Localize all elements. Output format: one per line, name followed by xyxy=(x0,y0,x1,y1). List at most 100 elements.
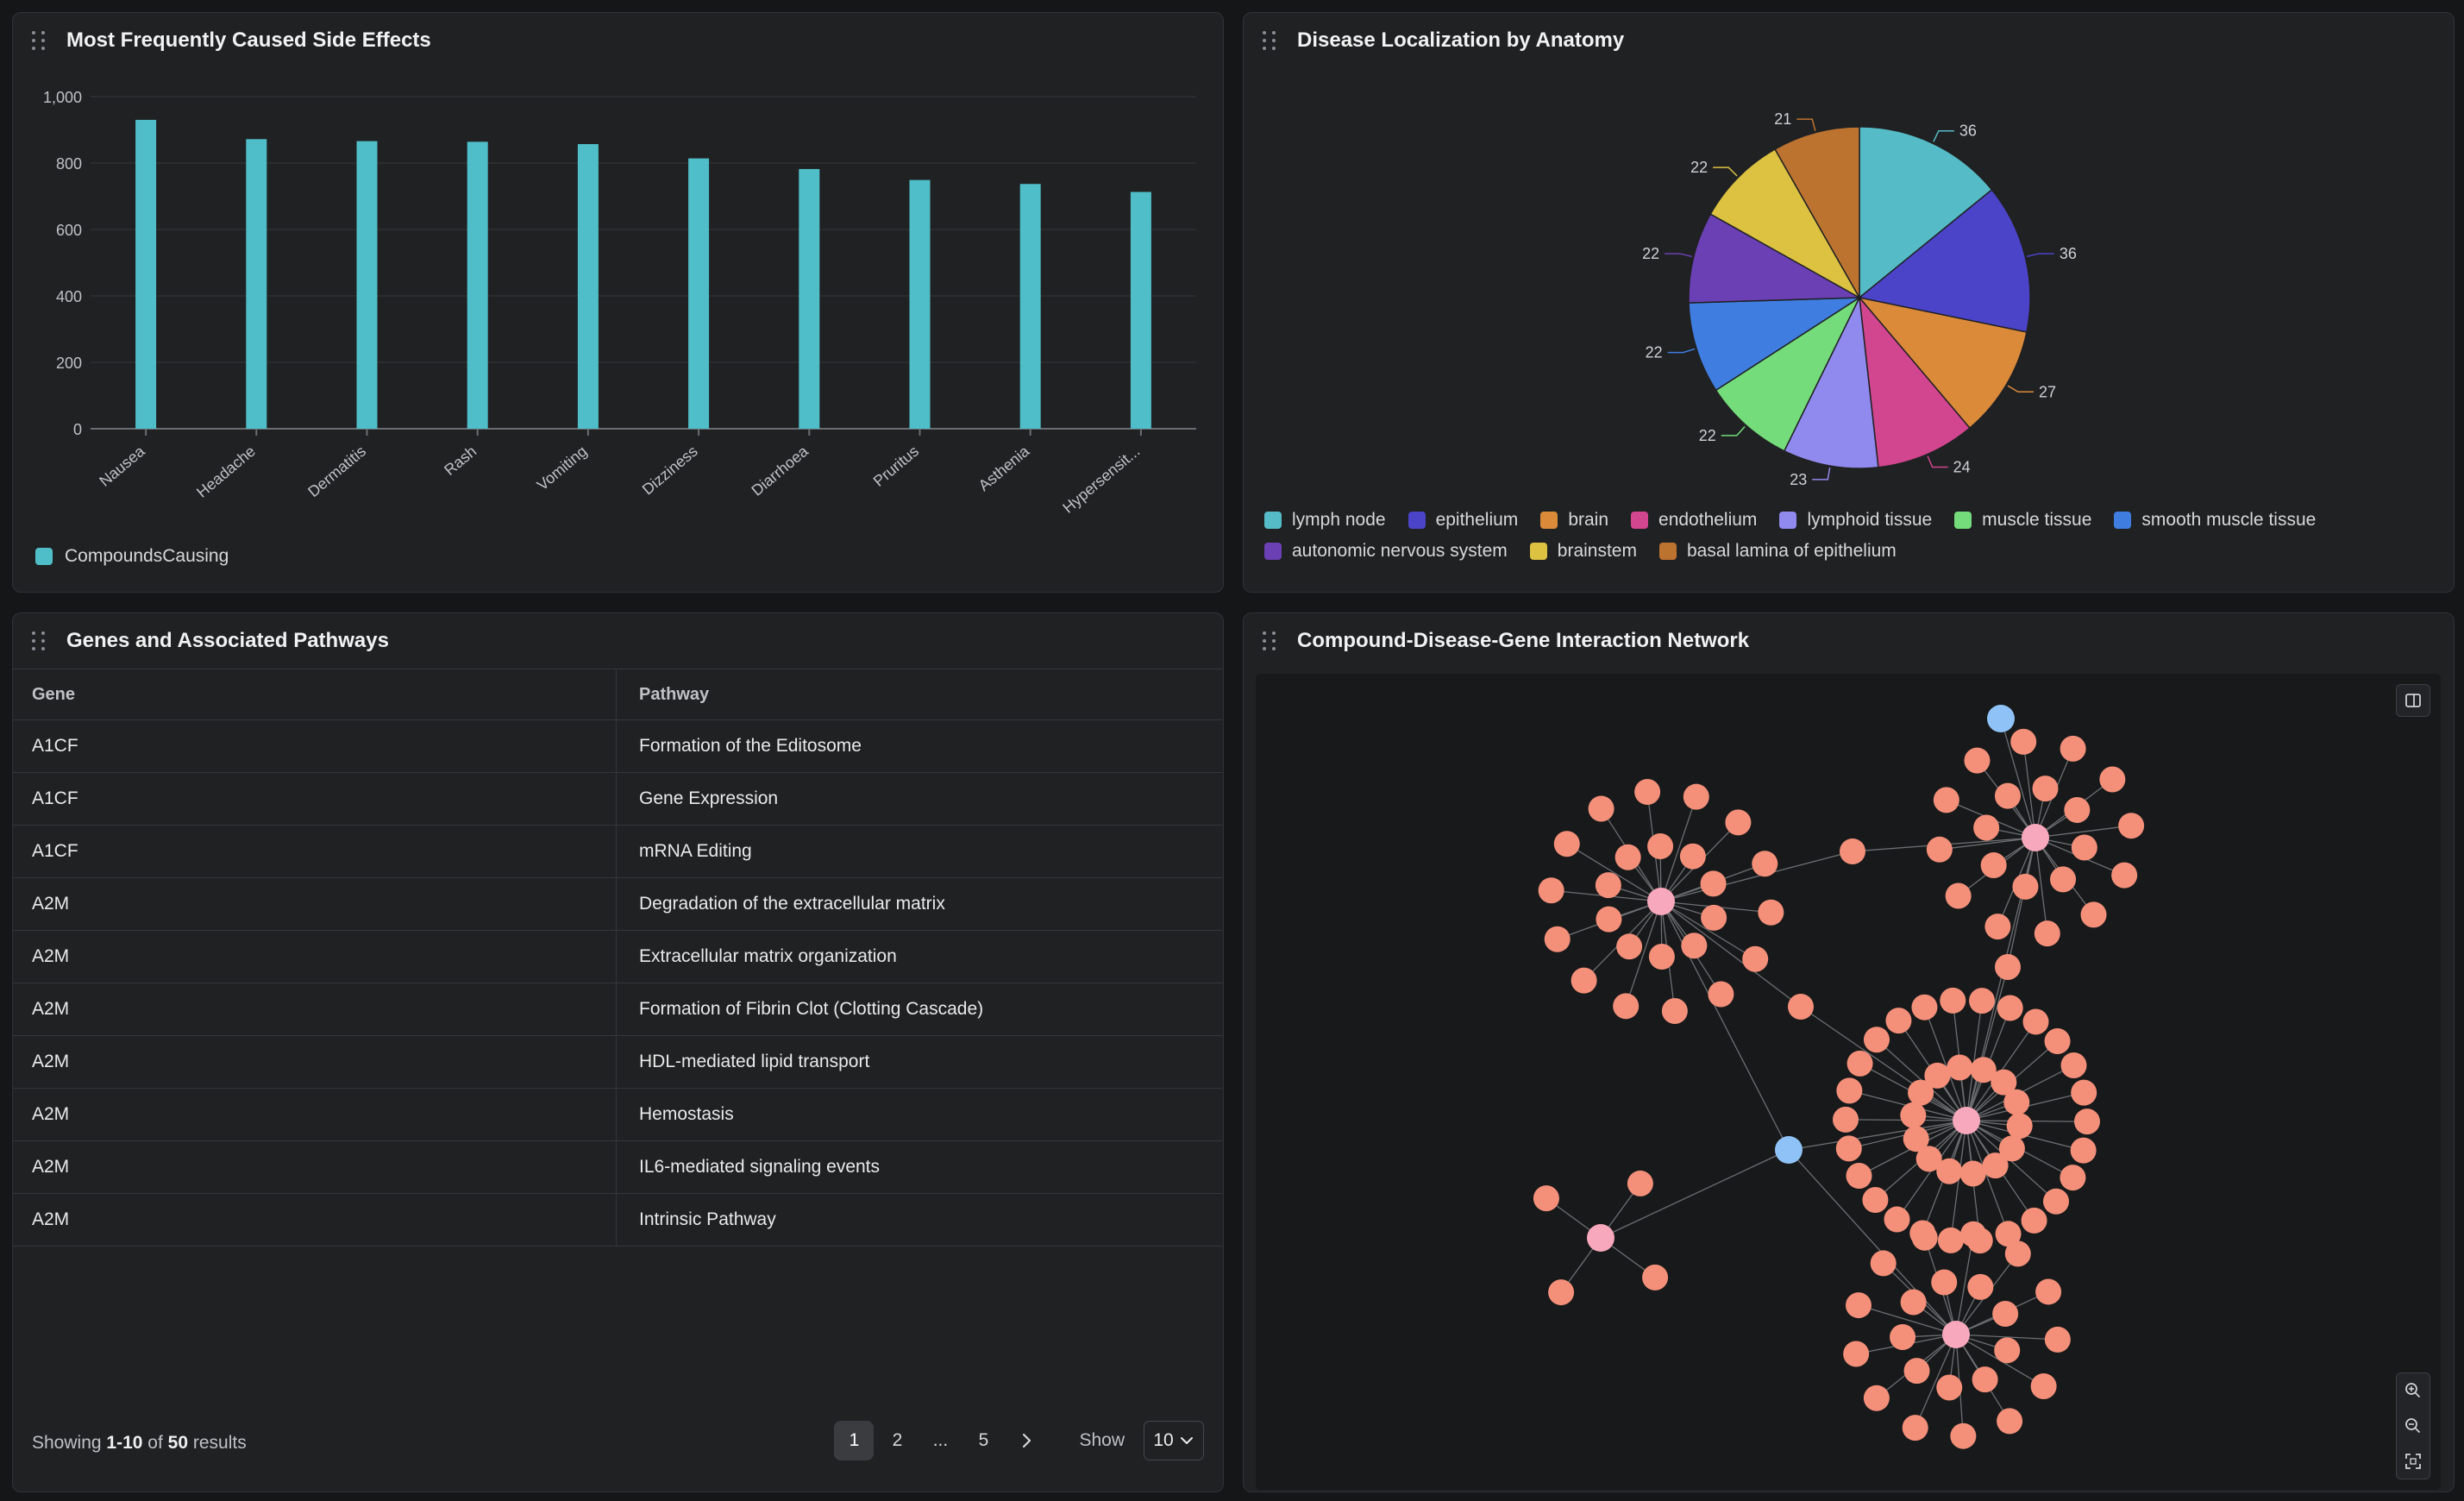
gene-node[interactable] xyxy=(2006,1113,2033,1140)
gene-node[interactable] xyxy=(1681,933,1708,959)
bar[interactable] xyxy=(356,141,378,429)
gene-node[interactable] xyxy=(1911,1224,1938,1251)
pie-slice[interactable] xyxy=(1858,295,1971,468)
gene-node[interactable] xyxy=(1995,1221,2022,1247)
gene-node[interactable] xyxy=(1634,778,1661,805)
gene-node[interactable] xyxy=(1846,1050,1873,1077)
gene-node[interactable] xyxy=(1571,967,1597,994)
gene-node[interactable] xyxy=(1544,926,1571,952)
network-canvas[interactable] xyxy=(1256,674,2441,1490)
gene-node[interactable] xyxy=(1900,1102,1927,1128)
table-row[interactable]: A2M Degradation of the extracellular matr… xyxy=(13,878,1222,931)
gene-node[interactable] xyxy=(1863,1027,1890,1053)
gene-node[interactable] xyxy=(1994,1337,2021,1364)
gene-node[interactable] xyxy=(1933,787,1959,813)
pie-legend-item[interactable]: autonomic nervous system xyxy=(1264,541,1508,562)
drag-handle-icon[interactable] xyxy=(1263,631,1278,650)
pie-slice[interactable] xyxy=(1688,213,1862,304)
gene-node[interactable] xyxy=(1700,870,1727,897)
bar[interactable] xyxy=(799,168,820,429)
gene-node[interactable] xyxy=(1984,914,2011,940)
table-row[interactable]: A1CF Gene Expression xyxy=(13,773,1222,826)
gene-node[interactable] xyxy=(2032,776,2059,802)
bar-legend[interactable]: CompoundsCausing xyxy=(35,546,229,567)
pie-slice[interactable] xyxy=(1858,188,2031,333)
gene-node[interactable] xyxy=(2021,1207,2047,1234)
hub-node[interactable] xyxy=(1942,1321,1970,1348)
column-header-gene[interactable]: Gene xyxy=(13,669,617,719)
gene-node[interactable] xyxy=(1980,852,2007,879)
gene-node[interactable] xyxy=(2034,920,2060,947)
hub-node[interactable] xyxy=(1647,888,1675,915)
gene-node[interactable] xyxy=(1752,851,1778,877)
pie-slice[interactable] xyxy=(1774,126,1860,300)
gene-node[interactable] xyxy=(2050,866,2077,893)
gene-node[interactable] xyxy=(1950,1422,1977,1449)
gene-node[interactable] xyxy=(2118,813,2145,839)
gene-node[interactable] xyxy=(1742,945,1769,972)
pie-legend-item[interactable]: brain xyxy=(1540,510,1608,531)
pie-legend-item[interactable]: muscle tissue xyxy=(1954,510,2091,531)
gene-node[interactable] xyxy=(1936,1374,1963,1401)
page-button-2[interactable]: 2 xyxy=(892,1430,903,1450)
gene-node[interactable] xyxy=(1964,747,1991,774)
bar[interactable] xyxy=(688,158,710,430)
pie-slice[interactable] xyxy=(1688,297,1862,392)
gene-node[interactable] xyxy=(2071,1079,2097,1106)
gene-node[interactable] xyxy=(2030,1372,2057,1399)
gene-node[interactable] xyxy=(1924,1062,1951,1089)
gene-node[interactable] xyxy=(1833,1106,1859,1133)
gene-node[interactable] xyxy=(1758,899,1784,926)
gene-node[interactable] xyxy=(1661,998,1688,1025)
table-row[interactable]: A2M IL6-mediated signaling events xyxy=(13,1141,1222,1194)
gene-node[interactable] xyxy=(1903,1126,1929,1152)
gene-node[interactable] xyxy=(1960,1221,1987,1247)
pie-slice[interactable] xyxy=(1709,148,1861,299)
table-row[interactable]: A2M Hemostasis xyxy=(13,1089,1222,1141)
drag-handle-icon[interactable] xyxy=(1263,30,1278,50)
gene-node[interactable] xyxy=(1788,994,1814,1020)
gene-node[interactable] xyxy=(1647,833,1674,860)
gene-node[interactable] xyxy=(1972,1366,1998,1393)
gene-node[interactable] xyxy=(2073,1108,2100,1135)
gene-node[interactable] xyxy=(1863,1385,1890,1411)
gene-node[interactable] xyxy=(1937,1227,1964,1253)
compound-node[interactable] xyxy=(1987,705,2015,732)
pie-slice[interactable] xyxy=(1858,296,2028,430)
gene-node[interactable] xyxy=(2080,901,2107,928)
table-row[interactable]: A2M Intrinsic Pathway xyxy=(13,1194,1222,1247)
bar[interactable] xyxy=(246,139,267,429)
gene-node[interactable] xyxy=(1845,1292,1872,1319)
gene-node[interactable] xyxy=(1969,988,1996,1014)
gene-node[interactable] xyxy=(2099,766,2126,793)
gene-node[interactable] xyxy=(1648,943,1675,970)
bar[interactable] xyxy=(135,119,157,429)
gene-node[interactable] xyxy=(1902,1415,1928,1441)
gene-node[interactable] xyxy=(1947,1054,1973,1081)
gene-node[interactable] xyxy=(1926,836,1953,863)
bar[interactable] xyxy=(1130,192,1151,429)
gene-node[interactable] xyxy=(1614,844,1641,870)
gene-node[interactable] xyxy=(1708,981,1734,1008)
gene-node[interactable] xyxy=(2060,1165,2086,1191)
pie-slice[interactable] xyxy=(1783,295,1879,469)
bar[interactable] xyxy=(467,141,488,430)
gene-node[interactable] xyxy=(1903,1358,1930,1385)
gene-node[interactable] xyxy=(1911,994,1938,1021)
gene-node[interactable] xyxy=(1998,1135,2025,1162)
gene-node[interactable] xyxy=(1995,954,2021,980)
gene-node[interactable] xyxy=(2064,796,2091,823)
gene-node[interactable] xyxy=(1997,1408,2023,1435)
pie-slice[interactable] xyxy=(1859,126,1993,299)
gene-node[interactable] xyxy=(1936,1158,1963,1184)
gene-node[interactable] xyxy=(1553,831,1580,857)
gene-node[interactable] xyxy=(1959,1160,1986,1187)
table-row[interactable]: A2M Extracellular matrix organization xyxy=(13,931,1222,983)
gene-node[interactable] xyxy=(1970,1057,1997,1083)
gene-node[interactable] xyxy=(1548,1279,1575,1306)
hub-node[interactable] xyxy=(1587,1224,1614,1252)
gene-node[interactable] xyxy=(2071,834,2097,861)
gene-node[interactable] xyxy=(2060,735,2086,762)
gene-node[interactable] xyxy=(1997,995,2023,1021)
gene-node[interactable] xyxy=(2111,862,2138,889)
